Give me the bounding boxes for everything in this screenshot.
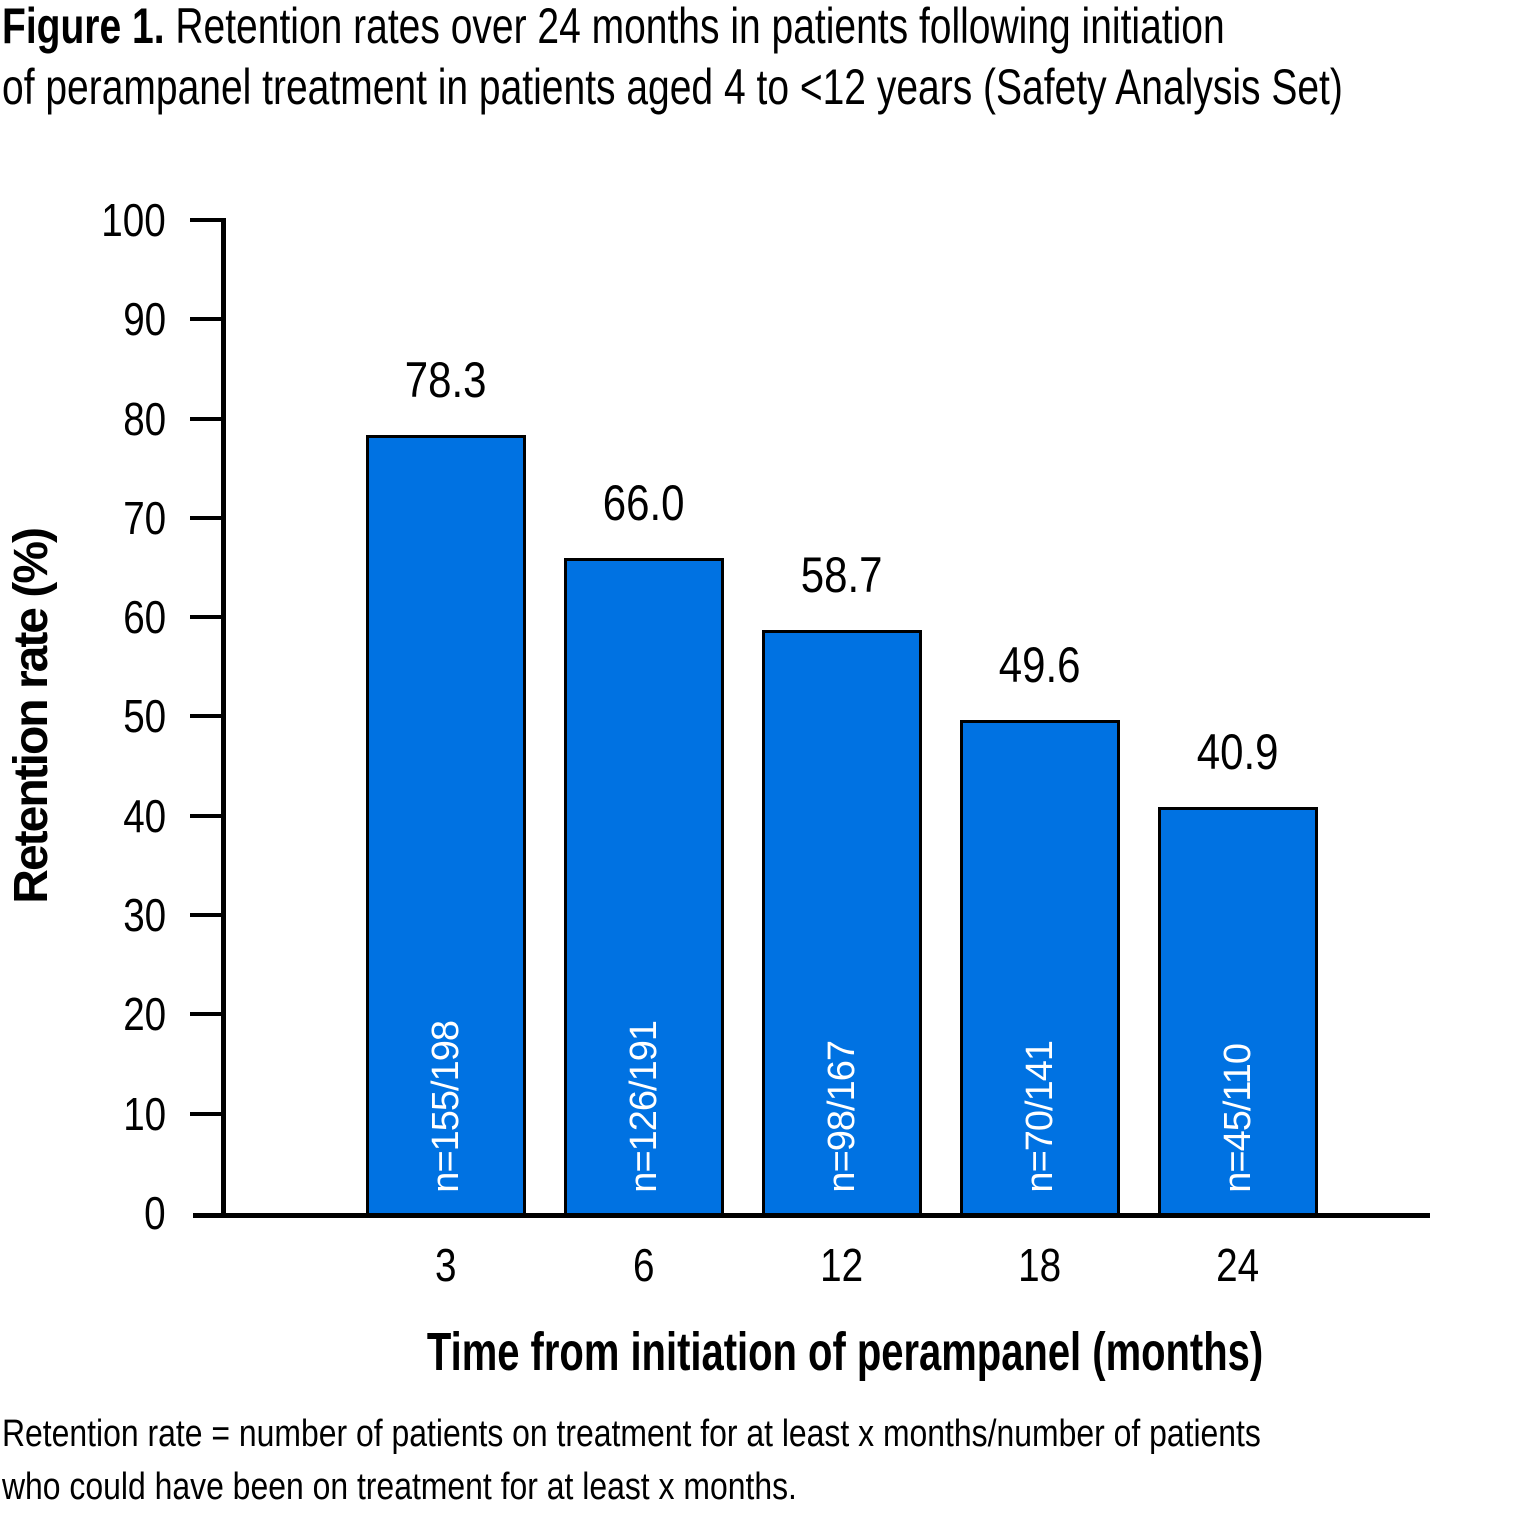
y-tick-label-text: 40 xyxy=(123,790,166,842)
y-tick-label-text: 70 xyxy=(123,492,166,544)
y-tick-label-text: 10 xyxy=(123,1088,166,1140)
y-tick xyxy=(190,1012,222,1016)
bar-24-months xyxy=(1158,807,1318,1216)
y-tick-label-text: 20 xyxy=(123,988,166,1040)
bar-value-label: 49.6 xyxy=(930,640,1150,690)
bar-value-text: 78.3 xyxy=(405,352,487,408)
y-tick xyxy=(190,714,222,718)
x-tick-label-text: 12 xyxy=(820,1239,864,1291)
y-tick-label-text: 30 xyxy=(123,889,166,941)
bar-value-text: 40.9 xyxy=(1197,724,1279,780)
y-axis-title: Retention rate (%) xyxy=(5,529,58,904)
y-tick xyxy=(190,913,222,917)
bar-n-label: n=70/141 xyxy=(1019,1041,1061,1193)
bar-value-label: 58.7 xyxy=(732,550,952,600)
bar-value-label: 40.9 xyxy=(1128,727,1348,777)
bar-12-months xyxy=(762,630,922,1216)
x-tick-label: 24 xyxy=(1163,1240,1313,1290)
y-tick xyxy=(190,814,222,818)
x-tick-label: 6 xyxy=(569,1240,719,1290)
y-tick xyxy=(190,417,222,421)
bar-18-months xyxy=(960,720,1120,1216)
figure-title: Figure 1. Retention rates over 24 months… xyxy=(2,0,1530,118)
x-axis-line xyxy=(193,1213,1430,1218)
y-tick-label: 100 xyxy=(0,197,166,243)
footnote-line1: Retention rate = number of patients on t… xyxy=(2,1413,1261,1455)
y-tick-label: 30 xyxy=(0,892,166,938)
y-tick xyxy=(190,1112,222,1116)
y-tick xyxy=(190,615,222,619)
bar-6-months xyxy=(564,558,724,1216)
x-tick-label-text: 24 xyxy=(1216,1239,1260,1291)
y-tick-label: 60 xyxy=(0,594,166,640)
bar-value-text: 49.6 xyxy=(999,637,1081,693)
x-axis-title-wrap: Time from initiation of perampanel (mont… xyxy=(240,1325,1450,1379)
bar-value-text: 58.7 xyxy=(801,547,883,603)
y-tick-label-text: 50 xyxy=(123,690,166,742)
x-tick-label: 3 xyxy=(371,1240,521,1290)
figure-number-label: Figure 1. xyxy=(2,0,165,54)
y-tick-label-text: 60 xyxy=(123,591,166,643)
x-tick-label: 18 xyxy=(965,1240,1115,1290)
x-tick-label-text: 3 xyxy=(435,1239,457,1291)
y-tick xyxy=(190,317,222,321)
footnote-line2: who could have been on treatment for at … xyxy=(2,1466,797,1508)
figure-title-text: Retention rates over 24 months in patien… xyxy=(164,0,1225,54)
y-tick-label: 10 xyxy=(0,1091,166,1137)
y-axis-line xyxy=(221,218,226,1216)
bar-value-label: 78.3 xyxy=(336,355,556,405)
y-tick-label: 40 xyxy=(0,793,166,839)
y-tick-label: 0 xyxy=(0,1190,166,1236)
y-tick-label: 20 xyxy=(0,991,166,1037)
y-axis-title-wrap: Retention rate (%) xyxy=(0,220,64,1213)
y-tick-label: 90 xyxy=(0,296,166,342)
figure-title-line1: Figure 1. Retention rates over 24 months… xyxy=(2,0,1530,57)
bar-value-label: 66.0 xyxy=(534,478,754,528)
bar-n-label: n=126/191 xyxy=(623,1021,665,1193)
y-tick-label: 50 xyxy=(0,693,166,739)
bar-value-text: 66.0 xyxy=(603,475,685,531)
x-tick-label-text: 18 xyxy=(1018,1239,1062,1291)
x-tick-label: 12 xyxy=(767,1240,917,1290)
x-tick-label-text: 6 xyxy=(633,1239,655,1291)
y-tick-label-text: 100 xyxy=(101,194,166,246)
y-tick xyxy=(190,218,222,222)
figure-title-line2: of perampanel treatment in patients aged… xyxy=(2,59,1343,115)
y-tick-label: 80 xyxy=(0,396,166,442)
y-tick xyxy=(190,516,222,520)
bar-n-label: n=98/167 xyxy=(821,1041,863,1193)
footnote: Retention rate = number of patients on t… xyxy=(2,1408,1501,1514)
y-tick-label-text: 0 xyxy=(144,1187,166,1239)
y-tick-label: 70 xyxy=(0,495,166,541)
y-tick-label-text: 90 xyxy=(123,293,166,345)
bar-n-label: n=45/110 xyxy=(1217,1044,1259,1193)
x-axis-title: Time from initiation of perampanel (mont… xyxy=(426,1322,1264,1382)
y-tick-label-text: 80 xyxy=(123,393,166,445)
bar-n-label: n=155/198 xyxy=(425,1021,467,1193)
